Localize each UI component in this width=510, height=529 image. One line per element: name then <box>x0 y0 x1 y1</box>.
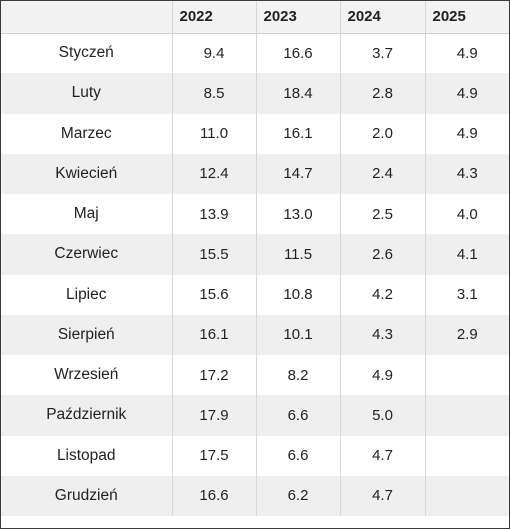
header-year-2022: 2022 <box>171 1 256 34</box>
value-cell-2022: 15.6 <box>171 274 256 315</box>
value-cell-2023: 6.6 <box>255 435 340 476</box>
table-header-row: 2022 2023 2024 2025 <box>1 1 509 34</box>
value-cell-2024: 3.7 <box>339 33 425 74</box>
month-cell: Listopad <box>56 446 116 464</box>
value-cell-2023: 14.7 <box>255 153 340 194</box>
header-month-column <box>1 1 172 34</box>
month-cell: Sierpień <box>1 314 172 355</box>
table-row: Lipiec 15.6 10.8 4.2 3.1 <box>1 274 509 315</box>
value-cell-2024: 5.0 <box>339 395 425 436</box>
value-cell-2022: 9.4 <box>171 33 256 74</box>
value-cell-2023: 11.5 <box>255 234 340 275</box>
month-cell: Luty <box>1 73 172 114</box>
table-row: Luty 8.5 18.4 2.8 4.9 <box>1 73 509 114</box>
value-cell-2023: 16.1 <box>255 113 340 154</box>
value-cell-2022: 11.0 <box>171 113 256 154</box>
value-cell-2022: 13.9 <box>171 194 256 235</box>
value-cell-2024: 4.7 <box>339 435 425 476</box>
value-cell-2024: 2.4 <box>339 153 425 194</box>
value-cell-2025 <box>424 435 509 476</box>
value-cell-2022: 12.4 <box>171 153 256 194</box>
value-cell-2023: 16.6 <box>255 33 340 74</box>
value-cell-2024: 4.9 <box>339 355 425 396</box>
value-cell-2022: 16.1 <box>171 314 256 355</box>
table-row: Październik 17.9 6.6 5.0 <box>1 395 509 436</box>
value-cell-2023: 10.1 <box>255 314 340 355</box>
value-cell-2024: 4.7 <box>339 475 425 516</box>
value-cell-2025: 4.9 <box>424 73 509 114</box>
monthly-values-table: 2022 2023 2024 2025 Styczeń 9.4 16.6 3.7… <box>1 1 509 516</box>
value-cell-2023: 13.0 <box>255 194 340 235</box>
value-cell-2025: 4.3 <box>424 153 509 194</box>
table-row: Sierpień 16.1 10.1 4.3 2.9 <box>1 314 509 355</box>
value-cell-2022: 15.5 <box>171 234 256 275</box>
value-cell-2024: 2.8 <box>339 73 425 114</box>
month-cell: Maj <box>73 205 99 223</box>
table-row: Styczeń 9.4 16.6 3.7 4.9 <box>1 33 509 74</box>
table-row: Wrzesień 17.2 8.2 4.9 <box>1 355 509 396</box>
value-cell-2025: 4.9 <box>424 113 509 154</box>
value-cell-2022: 16.6 <box>171 475 256 516</box>
month-cell: Lipiec <box>66 285 107 303</box>
month-cell: Marzec <box>60 124 112 142</box>
month-cell: Kwiecień <box>1 153 172 194</box>
value-cell-2022: 17.2 <box>171 355 256 396</box>
value-cell-2023: 10.8 <box>255 274 340 315</box>
table-row: Grudzień 16.6 6.2 4.7 <box>1 475 509 516</box>
value-cell-2025: 4.9 <box>424 33 509 74</box>
value-cell-2025 <box>424 355 509 396</box>
header-year-2025: 2025 <box>424 1 509 34</box>
value-cell-2024: 2.0 <box>339 113 425 154</box>
value-cell-2023: 8.2 <box>255 355 340 396</box>
month-cell: Październik <box>1 395 172 436</box>
value-cell-2023: 6.6 <box>255 395 340 436</box>
month-cell: Wrzesień <box>54 366 119 384</box>
value-cell-2024: 2.5 <box>339 194 425 235</box>
header-year-2024: 2024 <box>339 1 425 34</box>
value-cell-2025: 2.9 <box>424 314 509 355</box>
value-cell-2023: 6.2 <box>255 475 340 516</box>
month-cell: Czerwiec <box>1 234 172 275</box>
table-row: Listopad 17.5 6.6 4.7 <box>1 435 509 476</box>
table-row: Maj 13.9 13.0 2.5 4.0 <box>1 194 509 235</box>
value-cell-2025 <box>424 475 509 516</box>
value-cell-2024: 4.3 <box>339 314 425 355</box>
value-cell-2025: 4.0 <box>424 194 509 235</box>
value-cell-2024: 4.2 <box>339 274 425 315</box>
value-cell-2023: 18.4 <box>255 73 340 114</box>
table-row: Kwiecień 12.4 14.7 2.4 4.3 <box>1 153 509 194</box>
month-cell: Grudzień <box>1 475 172 516</box>
table-row: Czerwiec 15.5 11.5 2.6 4.1 <box>1 234 509 275</box>
value-cell-2025 <box>424 395 509 436</box>
value-cell-2025: 4.1 <box>424 234 509 275</box>
table-row: Marzec 11.0 16.1 2.0 4.9 <box>1 113 509 154</box>
month-cell: Styczeń <box>58 44 114 62</box>
value-cell-2022: 8.5 <box>171 73 256 114</box>
value-cell-2022: 17.5 <box>171 435 256 476</box>
value-cell-2024: 2.6 <box>339 234 425 275</box>
header-year-2023: 2023 <box>255 1 340 34</box>
value-cell-2025: 3.1 <box>424 274 509 315</box>
value-cell-2022: 17.9 <box>171 395 256 436</box>
